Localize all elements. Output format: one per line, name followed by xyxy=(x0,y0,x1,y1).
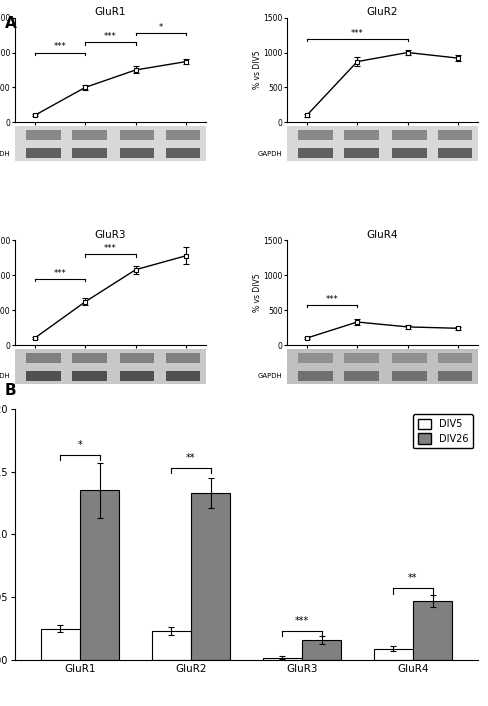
Bar xyxy=(392,353,427,363)
Bar xyxy=(374,649,413,660)
Bar xyxy=(298,148,333,158)
Bar xyxy=(438,353,472,363)
Y-axis label: % vs DIV5: % vs DIV5 xyxy=(253,51,262,89)
Bar xyxy=(302,640,341,660)
Bar xyxy=(298,353,333,363)
Bar xyxy=(166,148,201,158)
Text: GAPDH: GAPDH xyxy=(0,373,11,379)
Bar xyxy=(72,353,106,363)
Text: GAPDH: GAPDH xyxy=(258,150,283,157)
Bar xyxy=(344,371,379,381)
Text: ***: *** xyxy=(54,42,66,52)
Bar xyxy=(120,130,155,140)
Bar xyxy=(120,371,155,381)
Y-axis label: % vs DIV5: % vs DIV5 xyxy=(253,273,262,312)
Text: **: ** xyxy=(408,573,418,583)
Bar xyxy=(344,148,379,158)
Text: ***: *** xyxy=(295,616,309,626)
Text: GAPDH: GAPDH xyxy=(258,373,283,379)
Text: ***: *** xyxy=(104,32,117,41)
Text: B: B xyxy=(5,383,17,398)
Bar xyxy=(413,601,452,660)
Title: GluR2: GluR2 xyxy=(366,7,398,17)
Bar xyxy=(392,371,427,381)
Bar xyxy=(438,148,472,158)
Bar xyxy=(166,371,201,381)
Bar xyxy=(80,491,119,660)
Bar xyxy=(72,130,106,140)
Bar xyxy=(152,631,191,660)
Title: GluR3: GluR3 xyxy=(95,229,126,239)
Text: *: * xyxy=(78,441,82,450)
Bar xyxy=(298,371,333,381)
Bar xyxy=(72,148,106,158)
Bar xyxy=(120,148,155,158)
Text: ***: *** xyxy=(104,244,117,253)
Bar xyxy=(26,130,61,140)
Bar xyxy=(120,353,155,363)
Bar xyxy=(26,353,61,363)
Bar xyxy=(438,371,472,381)
Bar xyxy=(344,130,379,140)
Bar xyxy=(438,130,472,140)
Text: ***: *** xyxy=(325,294,338,304)
Bar xyxy=(26,148,61,158)
Legend: DIV5, DIV26: DIV5, DIV26 xyxy=(413,414,473,448)
Bar xyxy=(41,629,80,660)
Bar xyxy=(298,130,333,140)
Bar xyxy=(26,371,61,381)
Bar xyxy=(191,493,230,660)
Text: ***: *** xyxy=(54,269,66,277)
Bar xyxy=(263,657,302,660)
Text: **: ** xyxy=(186,453,196,463)
Text: A: A xyxy=(5,16,17,30)
Bar xyxy=(392,148,427,158)
Text: GAPDH: GAPDH xyxy=(0,150,11,157)
Bar xyxy=(166,130,201,140)
Bar xyxy=(344,353,379,363)
Text: *: * xyxy=(159,23,163,32)
Title: GluR4: GluR4 xyxy=(366,229,398,239)
Bar xyxy=(392,130,427,140)
Text: ***: *** xyxy=(351,28,364,37)
Bar xyxy=(166,353,201,363)
Title: GluR1: GluR1 xyxy=(95,7,126,17)
Bar xyxy=(72,371,106,381)
